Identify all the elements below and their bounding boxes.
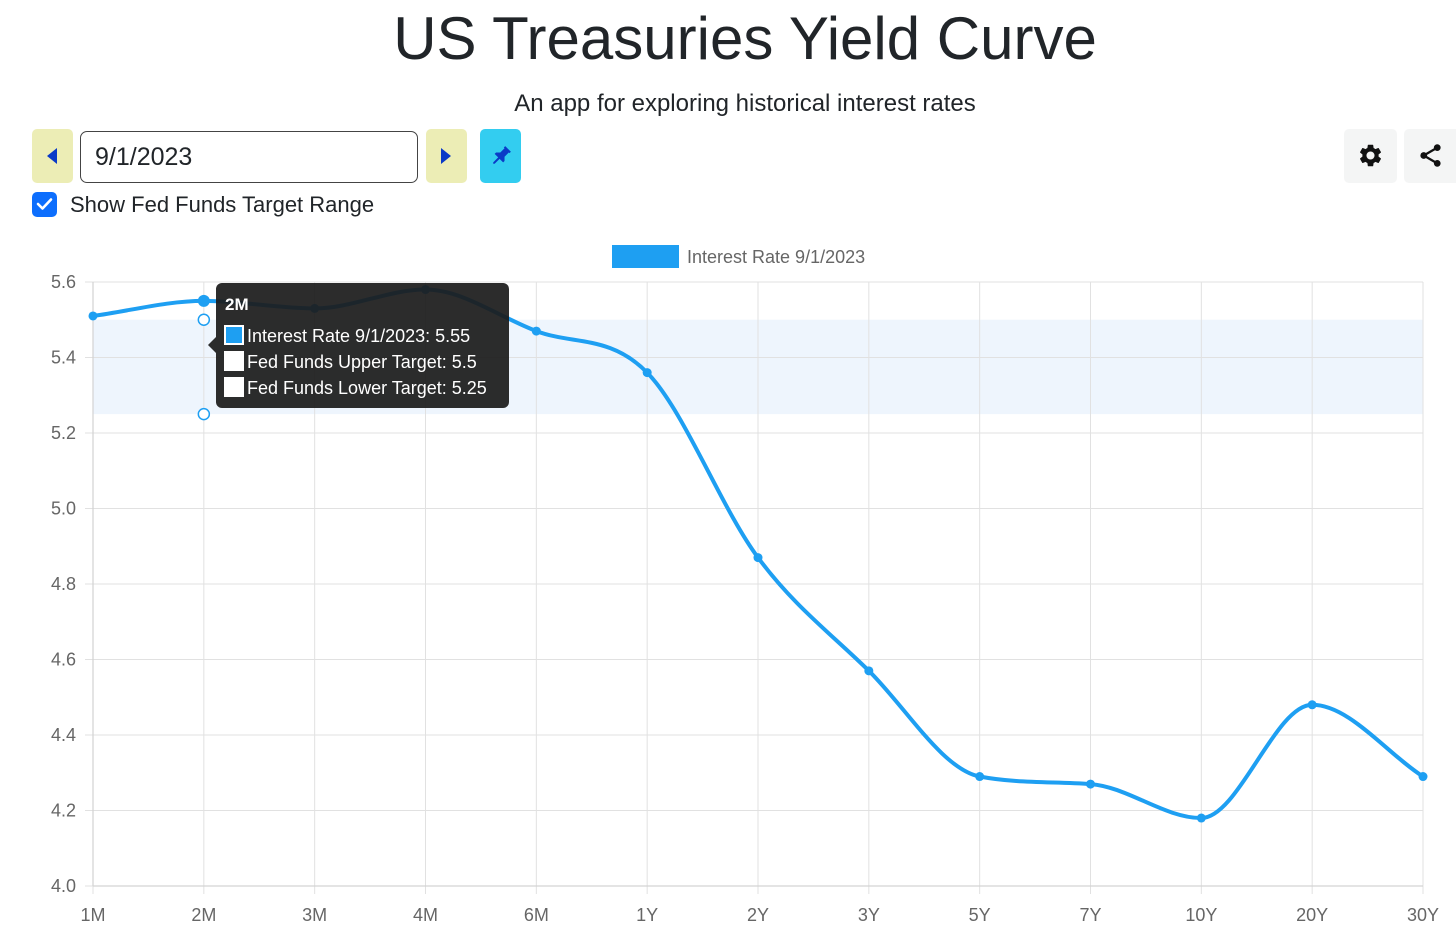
data-point-3Y[interactable] <box>864 666 874 676</box>
legend-label: Interest Rate 9/1/2023 <box>687 247 865 267</box>
x-tick-label: 2Y <box>747 905 769 925</box>
x-tick-label: 1M <box>80 905 105 925</box>
tooltip-title: 2M <box>225 295 249 314</box>
page-subtitle: An app for exploring historical interest… <box>514 90 976 117</box>
data-point-2Y[interactable] <box>753 553 763 563</box>
share-button[interactable] <box>1404 129 1456 183</box>
x-tick-label: 20Y <box>1296 905 1328 925</box>
tooltip-swatch <box>224 377 244 397</box>
fed-funds-checkbox[interactable] <box>32 192 57 217</box>
tooltip-swatch <box>224 325 244 345</box>
data-point-5Y[interactable] <box>975 772 985 782</box>
y-tick-label: 5.6 <box>51 272 76 292</box>
gear-icon <box>1359 144 1382 167</box>
data-point-7Y[interactable] <box>1086 779 1095 789</box>
data-point-1Y[interactable] <box>642 368 652 378</box>
data-point-2M[interactable] <box>197 294 210 307</box>
page-title: US Treasuries Yield Curve <box>393 5 1097 72</box>
data-point-6M[interactable] <box>531 326 541 336</box>
tooltip-swatch <box>224 351 244 371</box>
legend-swatch <box>612 245 679 268</box>
tooltip-box <box>216 283 509 408</box>
x-tick-label: 3Y <box>858 905 880 925</box>
x-tick-label: 6M <box>524 905 549 925</box>
x-tick-label: 10Y <box>1185 905 1217 925</box>
x-tick-label: 4M <box>413 905 438 925</box>
pin-icon <box>493 146 511 164</box>
tooltip-line: Fed Funds Lower Target: 5.25 <box>247 378 487 398</box>
x-tick-label: 5Y <box>969 905 991 925</box>
pin-button[interactable] <box>480 129 521 183</box>
x-tick-label: 3M <box>302 905 327 925</box>
checkmark-icon <box>36 198 53 210</box>
data-point-30Y[interactable] <box>1418 772 1428 782</box>
date-input[interactable] <box>80 131 418 183</box>
x-tick-label: 1Y <box>636 905 658 925</box>
caret-left-icon <box>47 148 57 164</box>
fed-upper-point[interactable] <box>197 313 211 326</box>
y-tick-label: 4.0 <box>51 876 76 896</box>
x-tick-label: 7Y <box>1079 905 1101 925</box>
previous-date-button[interactable] <box>32 129 73 183</box>
settings-button[interactable] <box>1344 129 1397 183</box>
x-tick-label: 30Y <box>1407 905 1439 925</box>
yield-curve-chart[interactable]: 5.6 5.4 5.2 5.0 4.8 4.6 4.4 4.2 4.01M 2M 3M 4M 6M 1Y 2… <box>0 230 1456 950</box>
fed-funds-label: Show Fed Funds Target Range <box>70 192 375 217</box>
tooltip-line: Interest Rate 9/1/2023: 5.55 <box>247 326 470 346</box>
y-tick-label: 5.4 <box>51 348 76 368</box>
y-tick-label: 5.2 <box>51 423 76 443</box>
share-icon <box>1420 144 1441 167</box>
data-point-1M[interactable] <box>88 311 98 321</box>
y-tick-label: 5.0 <box>51 499 76 519</box>
data-point-10Y[interactable] <box>1196 813 1206 823</box>
x-tick-label: 2M <box>191 905 216 925</box>
tooltip-line: Fed Funds Upper Target: 5.5 <box>247 352 477 372</box>
next-date-button[interactable] <box>426 129 467 183</box>
tooltip-caret <box>208 337 216 353</box>
data-point-20Y[interactable] <box>1307 700 1317 710</box>
y-tick-label: 4.4 <box>51 725 76 745</box>
caret-right-icon <box>441 148 451 164</box>
y-tick-label: 4.8 <box>51 574 76 594</box>
y-tick-label: 4.2 <box>51 801 76 821</box>
fed-lower-point[interactable] <box>197 407 211 421</box>
y-tick-label: 4.6 <box>51 650 76 670</box>
